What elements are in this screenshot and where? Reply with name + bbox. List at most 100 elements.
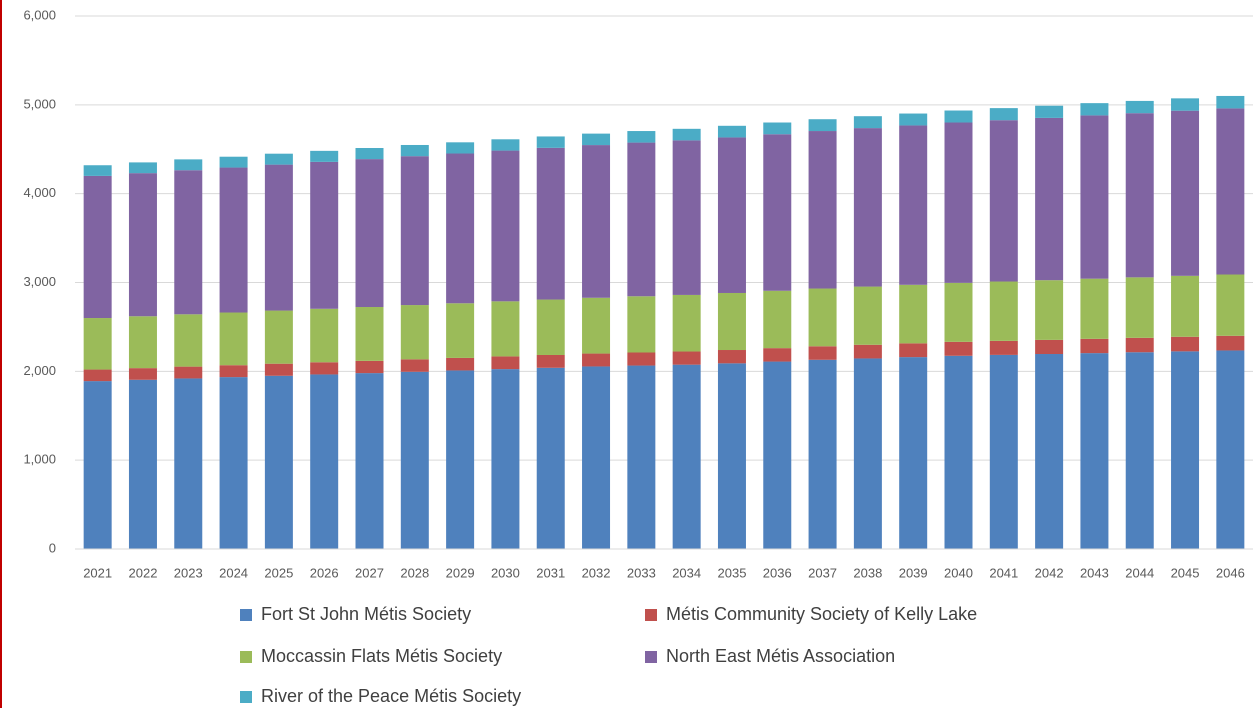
bar-segment	[491, 356, 520, 370]
bar-segment	[853, 358, 882, 549]
bar-segment	[944, 355, 973, 549]
bar-segment	[446, 142, 475, 154]
bar-segment	[1125, 337, 1154, 353]
bar-segment	[1125, 277, 1154, 338]
bar-segment	[853, 116, 882, 129]
x-tick-label: 2043	[1080, 565, 1109, 580]
bar-segment	[627, 142, 656, 297]
bar-segment	[1216, 350, 1245, 549]
bar-segment	[536, 299, 565, 355]
bar-segment	[582, 133, 611, 146]
bar-segment	[1171, 351, 1200, 549]
bar-segment	[174, 170, 203, 315]
y-tick-label: 5,000	[23, 96, 56, 111]
bar-segment	[491, 139, 520, 151]
bar-segment	[536, 367, 565, 549]
legend-label: North East Métis Association	[666, 646, 895, 666]
bar-segment	[763, 122, 792, 135]
bar-segment	[491, 301, 520, 357]
x-tick-label: 2039	[899, 565, 928, 580]
bar-segment	[128, 316, 157, 369]
legend-swatch	[240, 609, 252, 621]
bar-segment	[355, 373, 384, 549]
bar-segment	[446, 357, 475, 371]
bar-segment	[174, 314, 203, 367]
bar-segment	[853, 344, 882, 359]
bar-segment	[128, 173, 157, 317]
bar-segment	[582, 366, 611, 549]
bar-segment	[264, 375, 293, 549]
bar-segment	[174, 366, 203, 379]
x-tick-label: 2024	[219, 565, 248, 580]
bar-segment	[763, 134, 792, 291]
bar-segment	[989, 108, 1018, 121]
bar-segment	[1171, 336, 1200, 352]
x-tick-label: 2028	[400, 565, 429, 580]
bar-segment	[355, 307, 384, 361]
y-tick-label: 0	[49, 540, 56, 555]
bar-segment	[989, 354, 1018, 549]
x-tick-label: 2032	[582, 565, 611, 580]
y-tick-label: 6,000	[23, 7, 56, 22]
bar-segment	[310, 308, 339, 363]
x-tick-label: 2046	[1216, 565, 1245, 580]
bar-segment	[582, 353, 611, 367]
legend-swatch	[240, 691, 252, 703]
bar-segment	[1035, 354, 1064, 549]
x-tick-label: 2042	[1035, 565, 1064, 580]
bar-segment	[763, 348, 792, 362]
bar-segment	[672, 351, 701, 365]
bar-segment	[400, 156, 429, 306]
bar-segment	[1171, 98, 1200, 111]
x-tick-label: 2025	[264, 565, 293, 580]
legend-label: Fort St John Métis Society	[261, 604, 471, 624]
bar-segment	[446, 303, 475, 358]
bar-segment	[1035, 339, 1064, 355]
bar-segment	[174, 378, 203, 549]
y-tick-label: 1,000	[23, 452, 56, 467]
x-tick-label: 2023	[174, 565, 203, 580]
bar-segment	[1216, 335, 1245, 351]
bar-segment	[1125, 113, 1154, 278]
bar-segment	[808, 346, 837, 360]
bar-segment	[899, 113, 928, 126]
x-tick-label: 2033	[627, 565, 656, 580]
bar-segment	[1216, 274, 1245, 336]
bar-segment	[808, 119, 837, 132]
bar-segment	[1035, 105, 1064, 118]
x-tick-label: 2040	[944, 565, 973, 580]
bar-segment	[944, 341, 973, 356]
bar-segment	[83, 369, 112, 382]
bar-segment	[717, 350, 746, 364]
x-tick-label: 2026	[310, 565, 339, 580]
bar-segment	[672, 294, 701, 352]
bar-segment	[1080, 353, 1109, 549]
bar-segment	[989, 120, 1018, 282]
bar-segment	[899, 357, 928, 549]
x-tick-label: 2045	[1171, 565, 1200, 580]
bar-segment	[1080, 338, 1109, 354]
x-tick-label: 2027	[355, 565, 384, 580]
x-tick-label: 2036	[763, 565, 792, 580]
y-tick-label: 2,000	[23, 363, 56, 378]
bar-segment	[446, 153, 475, 304]
bar-segment	[536, 354, 565, 368]
bar-segment	[1035, 280, 1064, 340]
bar-segment	[264, 164, 293, 311]
bar-segment	[1216, 95, 1245, 109]
bar-segment	[219, 365, 248, 378]
bar-segment	[355, 159, 384, 308]
bar-segment	[1216, 108, 1245, 275]
legend-label: Métis Community Society of Kelly Lake	[666, 604, 977, 624]
bar-segment	[355, 148, 384, 160]
bar-segment	[944, 110, 973, 123]
bar-segment	[1171, 110, 1200, 276]
bar-segment	[808, 288, 837, 347]
bar-segment	[400, 144, 429, 157]
bar-segment	[582, 297, 611, 354]
bar-segment	[717, 125, 746, 138]
bar-segment	[1125, 100, 1154, 114]
bar-segment	[989, 281, 1018, 341]
bar-segment	[310, 362, 339, 375]
